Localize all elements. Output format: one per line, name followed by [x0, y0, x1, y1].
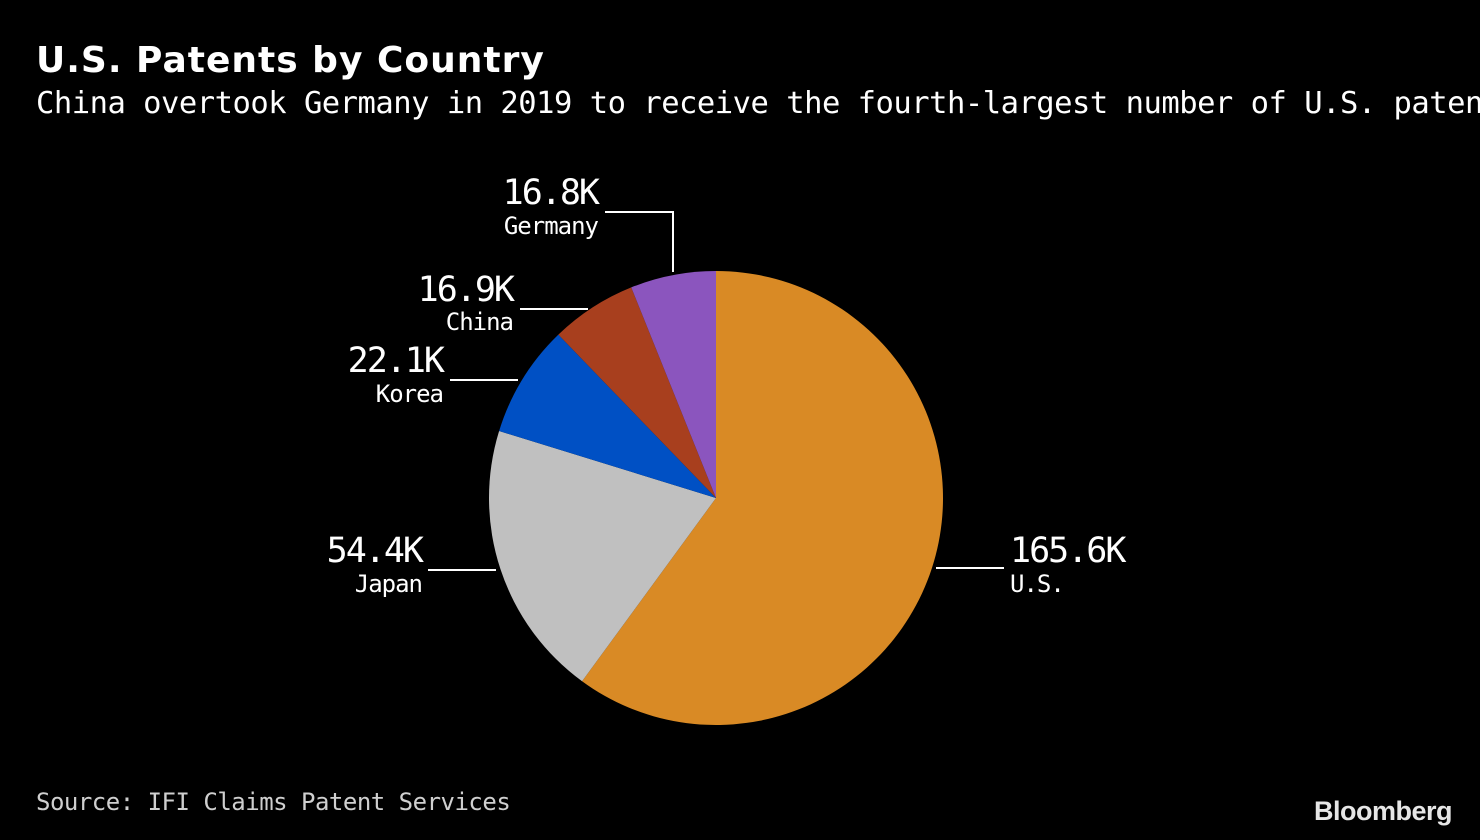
- value-label-korea: 22.1K: [348, 341, 445, 381]
- pie-slice-germany: [631, 271, 716, 498]
- source-note: Source: IFI Claims Patent Services: [36, 788, 511, 816]
- bloomberg-logo: Bloomberg: [1313, 796, 1453, 826]
- value-label-japan: 54.4K: [327, 531, 424, 571]
- pie-slice-us: [582, 271, 944, 725]
- leader-line-germany: [605, 211, 674, 272]
- category-label-us: U.S.: [1010, 570, 1064, 598]
- chart-subtitle: China overtook Germany in 2019 to receiv…: [36, 86, 1480, 121]
- value-label-china: 16.9K: [418, 270, 515, 310]
- pie-slice-korea: [499, 334, 716, 498]
- value-label-us: 165.6K: [1010, 531, 1126, 571]
- pie-slice-japan: [489, 431, 716, 682]
- category-label-germany: Germany: [504, 212, 599, 240]
- pie-slice-china: [558, 287, 716, 498]
- category-label-korea: Korea: [376, 380, 443, 408]
- category-label-china: China: [446, 308, 513, 336]
- value-label-germany: 16.8K: [503, 173, 600, 213]
- category-label-japan: Japan: [355, 570, 422, 598]
- chart-title: U.S. Patents by Country: [36, 40, 545, 81]
